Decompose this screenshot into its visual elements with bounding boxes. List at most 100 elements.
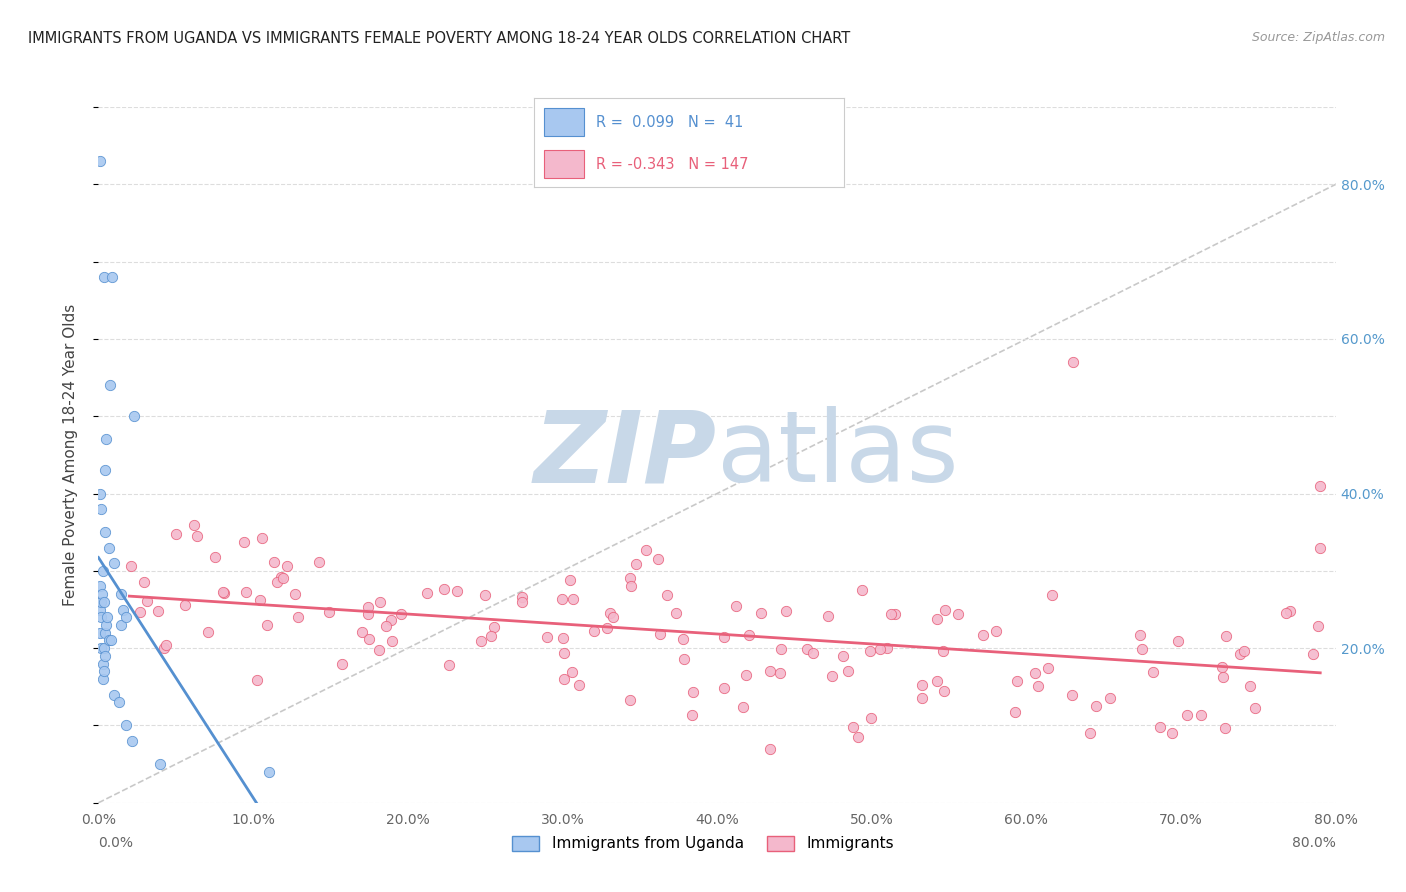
Point: [932, 644, 955, 658]
Point: [235, 584, 257, 599]
Point: [1243, 701, 1265, 715]
Point: [846, 730, 869, 744]
Point: [91, 657, 114, 671]
Point: [112, 602, 135, 616]
Point: [129, 606, 152, 620]
Point: [381, 634, 404, 648]
Point: [1211, 670, 1233, 684]
Point: [153, 641, 176, 656]
Point: [1309, 479, 1331, 493]
Point: [1149, 721, 1171, 735]
Point: [276, 558, 298, 573]
Point: [89, 579, 111, 593]
Point: [1309, 541, 1331, 555]
Point: [155, 639, 177, 653]
Point: [733, 699, 755, 714]
Point: [1024, 666, 1046, 681]
Point: [1080, 726, 1102, 740]
Point: [287, 610, 309, 624]
Point: [553, 646, 575, 660]
Point: [1239, 679, 1261, 693]
Point: [318, 605, 340, 619]
Legend: Immigrants from Uganda, Immigrants: Immigrants from Uganda, Immigrants: [506, 830, 900, 857]
Point: [115, 610, 138, 624]
Point: [211, 585, 233, 599]
Point: [851, 583, 873, 598]
Point: [94, 525, 117, 540]
Point: [596, 621, 619, 635]
Point: [984, 624, 1007, 639]
FancyBboxPatch shape: [544, 150, 583, 178]
Point: [1233, 644, 1256, 658]
Point: [90, 610, 112, 624]
Point: [122, 409, 145, 424]
Point: [1099, 691, 1122, 706]
Point: [650, 627, 672, 641]
Text: 80.0%: 80.0%: [1292, 836, 1336, 850]
Point: [165, 526, 187, 541]
Point: [1036, 661, 1059, 675]
Point: [439, 657, 461, 672]
Point: [657, 588, 679, 602]
Point: [801, 647, 824, 661]
Point: [536, 630, 558, 644]
Point: [624, 557, 647, 571]
Point: [136, 593, 159, 607]
Point: [149, 757, 172, 772]
Point: [602, 610, 624, 624]
Point: [876, 641, 898, 656]
Point: [869, 641, 891, 656]
Point: [620, 579, 643, 593]
Point: [932, 684, 955, 698]
Y-axis label: Female Poverty Among 18-24 Year Olds: Female Poverty Among 18-24 Year Olds: [63, 304, 77, 606]
Point: [831, 649, 853, 664]
Point: [568, 678, 591, 692]
Point: [512, 595, 534, 609]
Point: [308, 555, 330, 569]
Point: [110, 587, 132, 601]
Point: [93, 665, 115, 679]
Point: [94, 433, 117, 447]
Point: [96, 610, 118, 624]
Point: [90, 595, 112, 609]
Point: [1211, 659, 1233, 673]
Point: [619, 571, 641, 585]
Point: [174, 598, 197, 612]
Point: [103, 688, 125, 702]
Point: [925, 673, 948, 688]
Point: [1161, 726, 1184, 740]
FancyBboxPatch shape: [544, 108, 583, 136]
Point: [647, 552, 669, 566]
Point: [880, 607, 903, 621]
Point: [583, 624, 606, 638]
Point: [561, 665, 583, 679]
Point: [713, 681, 735, 695]
Point: [759, 742, 782, 756]
Point: [121, 734, 143, 748]
Point: [1229, 647, 1251, 661]
Point: [1004, 705, 1026, 719]
Point: [183, 518, 205, 533]
Point: [734, 668, 756, 682]
Point: [665, 607, 688, 621]
Point: [110, 618, 132, 632]
Point: [470, 634, 492, 648]
Point: [758, 665, 780, 679]
Point: [368, 595, 391, 609]
Point: [1062, 355, 1084, 369]
Point: [553, 673, 575, 687]
Point: [389, 607, 412, 621]
Point: [1215, 629, 1237, 643]
Point: [796, 642, 818, 657]
Point: [132, 575, 155, 590]
Point: [357, 607, 380, 622]
Point: [934, 603, 956, 617]
Point: [93, 270, 115, 285]
Point: [332, 657, 354, 672]
Point: [446, 584, 468, 599]
Text: ZIP: ZIP: [534, 407, 717, 503]
Point: [232, 535, 254, 549]
Point: [1026, 680, 1049, 694]
Point: [416, 586, 439, 600]
Point: [89, 486, 111, 500]
